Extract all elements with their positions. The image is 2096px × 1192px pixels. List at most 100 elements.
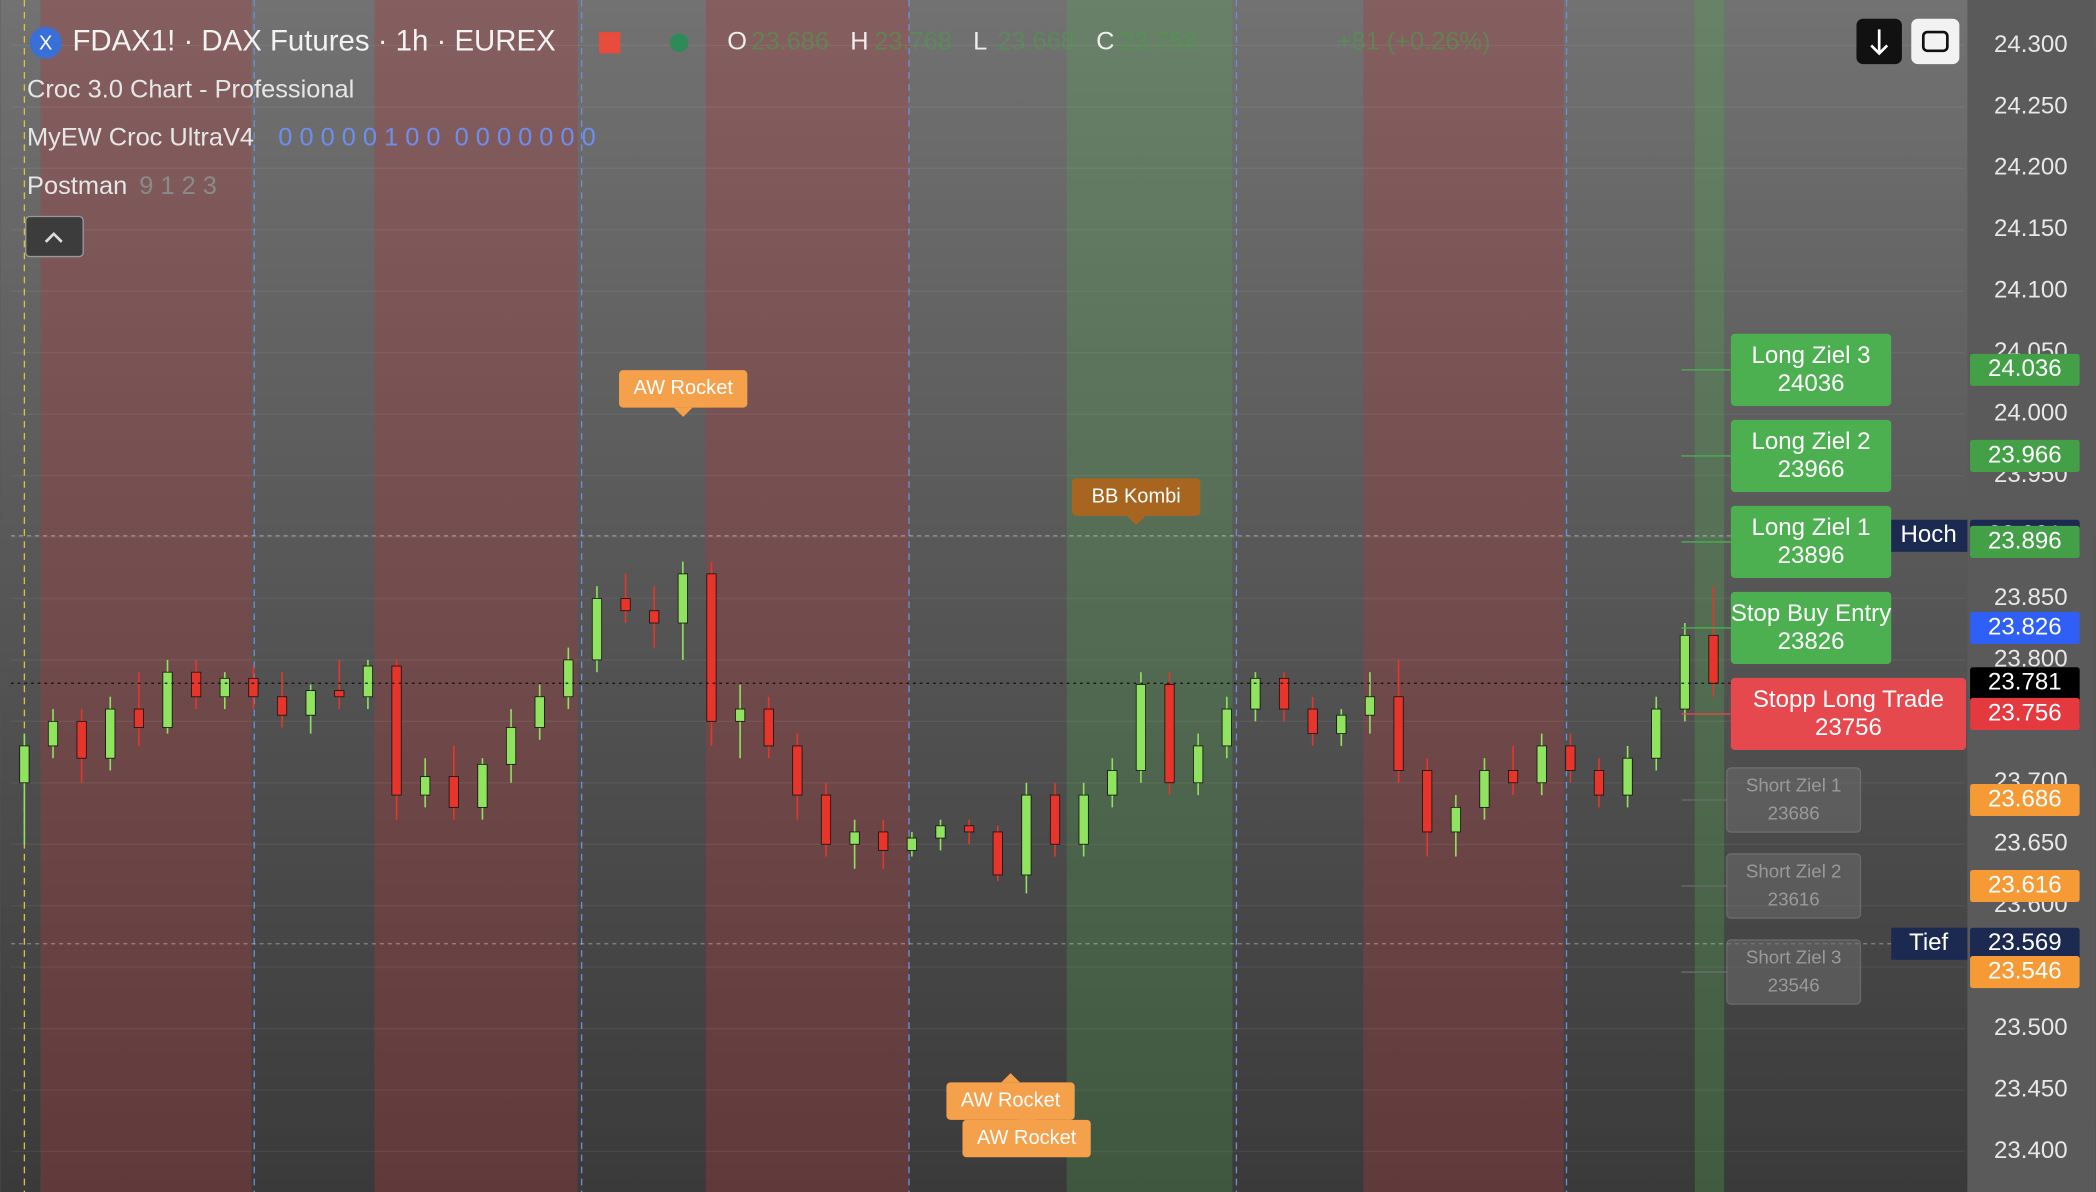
ohlc-key: H <box>850 27 868 55</box>
target-value: 24036 <box>1778 370 1845 397</box>
candle-body <box>1193 745 1204 784</box>
annotation-label: AW Rocket <box>633 377 733 399</box>
ohlc-key: L <box>973 27 987 55</box>
candle-body <box>706 573 717 722</box>
target-value: 23686 <box>1768 803 1820 824</box>
annotation-pointer <box>673 407 693 417</box>
candle-body <box>47 720 59 747</box>
candle-body <box>935 825 946 839</box>
price-tag <box>1970 783 2080 817</box>
candle-body <box>992 831 1003 876</box>
collapse-button[interactable] <box>25 215 84 258</box>
candle-body <box>162 671 173 728</box>
y-tick-label: 24.000 <box>1994 399 2068 426</box>
candle-body <box>906 837 917 851</box>
annotation-label: AW Rocket <box>961 1089 1061 1111</box>
target-value: 23546 <box>1768 975 1820 996</box>
price-tag <box>1970 697 2080 731</box>
session-band <box>1694 0 1725 1192</box>
annotation-box <box>946 1082 1075 1120</box>
candle-body <box>1078 794 1089 845</box>
candle-body <box>763 708 774 747</box>
price-axis-background <box>1967 0 2096 1192</box>
candle-body <box>1164 684 1175 784</box>
y-tick-label: 23.650 <box>1994 830 2068 857</box>
candle-body <box>305 690 316 716</box>
layout-icon <box>1921 30 1949 53</box>
candle-body <box>191 671 202 698</box>
annotation-pointer <box>1001 1073 1020 1083</box>
y-tick-label: 24.300 <box>1994 31 2068 58</box>
ohlc-value: 23.768 <box>874 27 952 55</box>
price-tag-label: 23.966 <box>1988 441 2062 468</box>
candle-body <box>276 696 288 716</box>
target-box <box>1730 505 1892 579</box>
ohlc-value: 23.668 <box>997 27 1075 55</box>
annotation-box <box>619 370 748 408</box>
legend: X FDAX1! · DAX Futures · 1h · EUREX +81 … <box>25 18 1960 258</box>
collapse-button-box[interactable] <box>25 215 84 258</box>
target-box <box>1726 853 1862 919</box>
target-box <box>1730 591 1892 665</box>
target-box <box>1726 939 1862 1005</box>
candle-body <box>677 573 688 624</box>
candle-body <box>1135 684 1146 771</box>
candle-body <box>849 831 860 845</box>
candle-body <box>649 610 660 624</box>
candle-body <box>1708 634 1719 684</box>
y-tick-label: 23.500 <box>1994 1014 2068 1041</box>
target-name: Short Ziel 2 <box>1746 861 1842 882</box>
annotation-box <box>1072 478 1201 516</box>
status-dot <box>669 33 689 53</box>
price-tag <box>1970 439 2080 472</box>
candle-body <box>1107 770 1118 796</box>
scroll-button[interactable] <box>1856 18 1902 65</box>
target-value: 23966 <box>1778 456 1845 483</box>
target-value: 23756 <box>1815 714 1882 741</box>
target-box <box>1726 767 1862 833</box>
session-bands <box>23 0 1725 1192</box>
ohlc-key: O <box>727 27 747 55</box>
price-tag <box>1970 927 2080 960</box>
target-box <box>1730 677 1967 751</box>
price-tag-label: 23.616 <box>1988 871 2062 898</box>
target-value: 23896 <box>1778 542 1845 569</box>
candle-body <box>448 776 459 808</box>
price-tag-caption-box <box>1891 519 1968 552</box>
target-name: Short Ziel 1 <box>1746 775 1842 796</box>
symbol-icon <box>29 26 62 59</box>
price-tag-label: 24.036 <box>1988 355 2062 382</box>
ohlc-value: 23.756 <box>1120 27 1198 55</box>
indicator-values: 0 0 0 0 0 1 0 0 0 0 0 0 0 0 0 <box>278 124 595 152</box>
candle-body <box>1565 745 1576 771</box>
candle-body <box>133 708 144 728</box>
y-tick-label: 24.250 <box>1994 92 2068 119</box>
price-tag-caption: Hoch <box>1901 521 1957 548</box>
price-tag <box>1970 525 2080 558</box>
candle-body <box>1278 677 1290 710</box>
candle-body <box>792 745 803 796</box>
annotation-pointer <box>1126 515 1146 526</box>
target-value: 23826 <box>1778 628 1845 655</box>
candle-body <box>19 745 30 784</box>
candle-body <box>76 720 87 759</box>
candle-body <box>420 776 431 796</box>
target-value: 23616 <box>1768 889 1820 910</box>
layout-button[interactable] <box>1911 18 1960 65</box>
candle-body <box>735 708 746 722</box>
ohlc-value: 23.686 <box>751 27 829 55</box>
layout-button-box[interactable] <box>1911 18 1960 65</box>
candle-body <box>362 665 374 698</box>
session-band <box>40 0 252 1192</box>
target-box <box>1730 333 1892 406</box>
price-tag <box>1970 869 2080 903</box>
session-band <box>1363 0 1564 1192</box>
scroll-icon <box>1870 29 1889 56</box>
candle-body <box>505 727 517 765</box>
price-tag-label: 23.781 <box>1988 669 2062 696</box>
session-band <box>374 0 578 1192</box>
session-band <box>1066 0 1233 1192</box>
y-tick-label: 23.400 <box>1994 1137 2068 1164</box>
candle-body <box>820 794 832 845</box>
candle-body <box>964 825 975 833</box>
